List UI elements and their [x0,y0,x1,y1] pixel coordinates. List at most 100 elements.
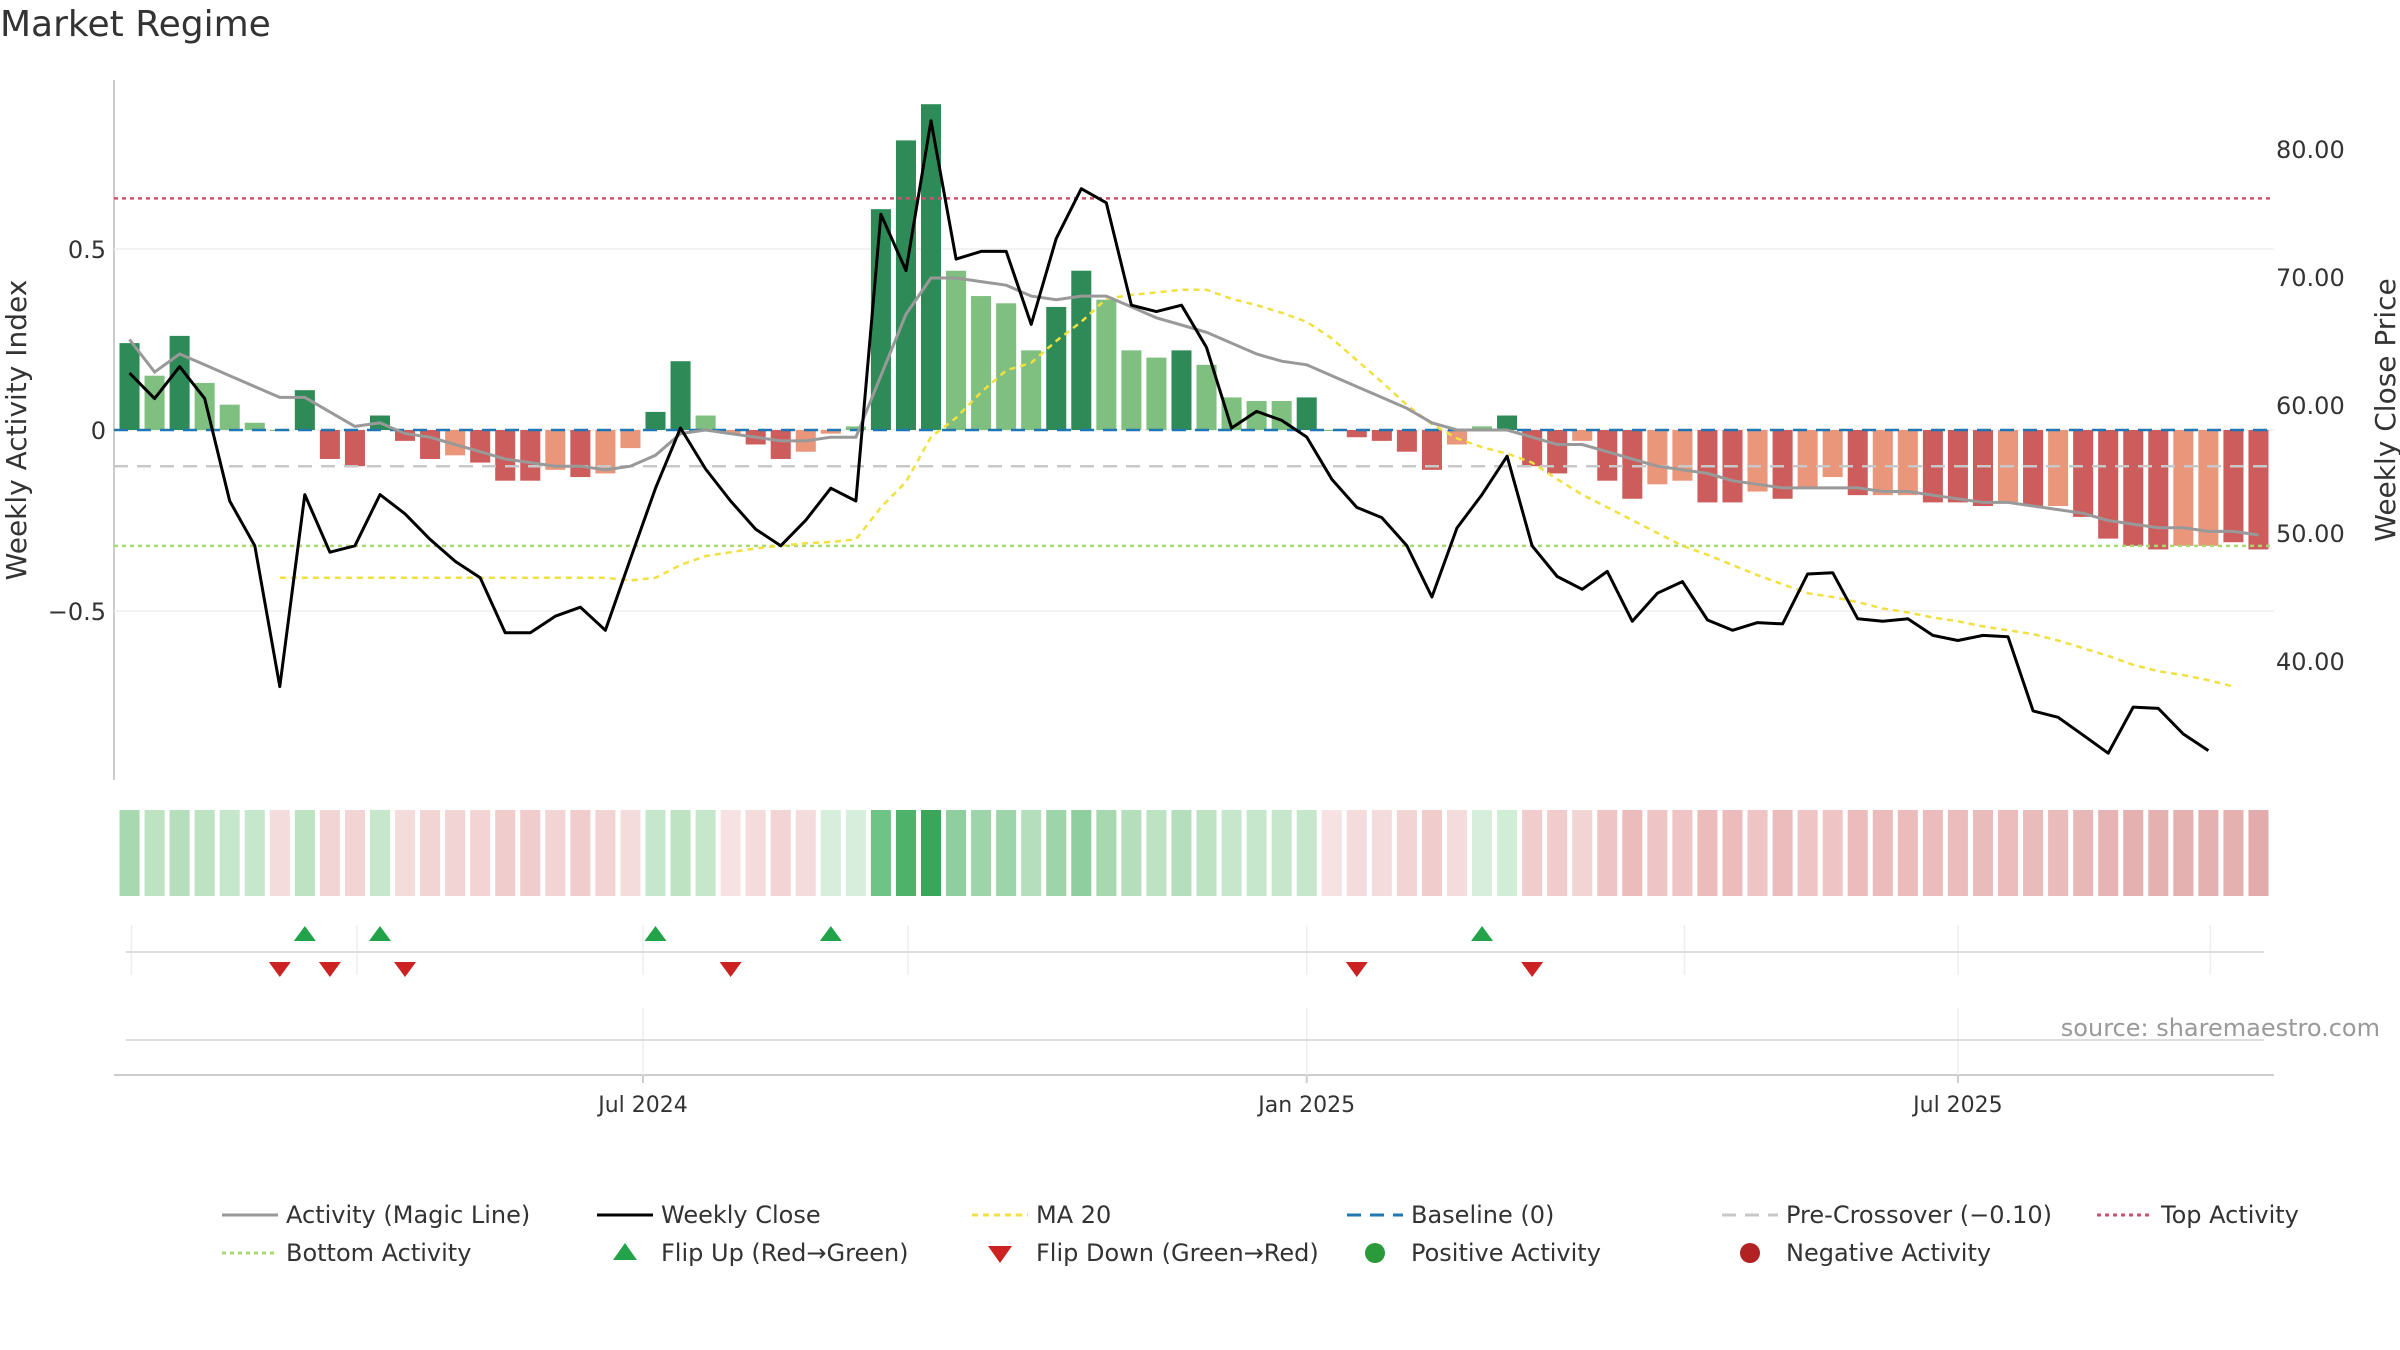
strength-strip-cell [169,810,190,896]
strength-strip-cell [2073,810,2094,896]
strength-strip-cell [1096,810,1117,896]
strength-strip-cell [344,810,365,896]
strength-strip-cell [194,810,215,896]
legend-label-ma20: MA 20 [1036,1201,1112,1229]
activity-bar [1797,430,1818,488]
strength-strip-cell [219,810,240,896]
positive-dot-icon [1365,1243,1385,1263]
strength-strip-cell [1346,810,1367,896]
legend-label-close: Weekly Close [661,1201,821,1229]
chart-title: Market Regime [0,4,271,45]
strength-strip-cell [2098,810,2119,896]
strength-strip-cell [495,810,516,896]
activity-bar [2148,430,2169,550]
left-tick-label: 0.5 [68,236,106,264]
activity-bar [1572,430,1593,441]
activity-bar [1822,430,1843,478]
activity-bar [895,140,916,430]
activity-bar [971,296,992,430]
strength-strip-cell [595,810,616,896]
strength-strip-cell [445,810,466,896]
activity-bar [570,430,591,478]
activity-bar [1872,430,1893,496]
x-tick-label: Jan 2025 [1256,1093,1355,1118]
flip-up-marker [293,926,316,941]
activity-bar [770,430,791,459]
strength-strip-cell [1772,810,1793,896]
strength-strip-cell [1847,810,1868,896]
strength-strip-cell [1822,810,1843,896]
activity-bar [1096,299,1117,430]
activity-bar [420,430,441,459]
strength-strip-cell [395,810,416,896]
strength-strip-cell [545,810,566,896]
activity-bar [595,430,616,474]
flip-up-icon [613,1243,637,1260]
legend-label-top: Top Activity [2161,1201,2299,1229]
legend-label-bottom: Bottom Activity [286,1239,472,1267]
strength-strip-cell [971,810,992,896]
activity-bar [1146,357,1167,430]
strength-strip-cell [870,810,891,896]
strength-strip-cell [1597,810,1618,896]
activity-bar [1597,430,1618,481]
activity-bar [620,430,641,449]
activity-bar [1221,397,1242,430]
strength-strip-cell [695,810,716,896]
left-axis-title: Weekly Activity Index [0,280,33,581]
strength-strip-cell [294,810,315,896]
activity-bar [920,104,942,430]
left-tick-label: 0 [91,417,106,445]
strength-strip-cell [845,810,866,896]
activity-bar [996,303,1017,430]
activity-bar [1171,350,1192,430]
right-tick-label: 50.00 [2276,520,2345,548]
activity-bar [1421,430,1442,470]
strength-strip-cell [1472,810,1493,896]
strength-strip-cell [2023,810,2044,896]
strength-strip-cell [2148,810,2169,896]
left-tick-label: −0.5 [48,598,106,626]
activity-bar [1747,430,1768,492]
activity-bar [1371,430,1392,441]
strength-strip-cell [620,810,641,896]
weekly-close-line [128,119,2210,755]
activity-bar [2173,430,2194,546]
activity-bar [1772,430,1793,499]
activity-bar [1296,397,1317,430]
activity-bar [520,430,541,481]
activity-bar [445,430,466,456]
activity-bar [319,430,340,459]
strength-strip-cell [996,810,1017,896]
flip-up-marker [368,926,391,941]
flip-up-marker [1471,926,1494,941]
flip-down-marker [394,962,417,977]
activity-bar [395,430,416,441]
magic-line [128,276,2259,537]
strength-strip-cell [1872,810,1893,896]
strength-strip-cell [1997,810,2019,896]
strength-strip-cell [2173,810,2194,896]
strength-strip-cell [1221,810,1242,896]
strength-strip-cell [2123,810,2144,896]
activity-bar [946,270,967,430]
strength-strip-cell [1747,810,1768,896]
activity-bar [2198,430,2219,546]
right-tick-label: 70.00 [2276,264,2345,292]
strength-strip-cell [1271,810,1292,896]
activity-bar [1847,430,1868,496]
flip-down-marker [719,962,742,977]
activity-bar [2223,430,2244,543]
strength-strip-cell [1171,810,1192,896]
strength-strip-cell [946,810,967,896]
activity-bar [1071,270,1092,430]
activity-bar [1046,306,1067,430]
activity-bar [2123,430,2144,546]
strength-strip-cell [1121,810,1142,896]
activity-bar [1547,430,1568,474]
activity-bar [1346,430,1367,438]
strength-strip-cell [670,810,691,896]
activity-bar [219,404,240,430]
activity-bar [495,430,516,481]
